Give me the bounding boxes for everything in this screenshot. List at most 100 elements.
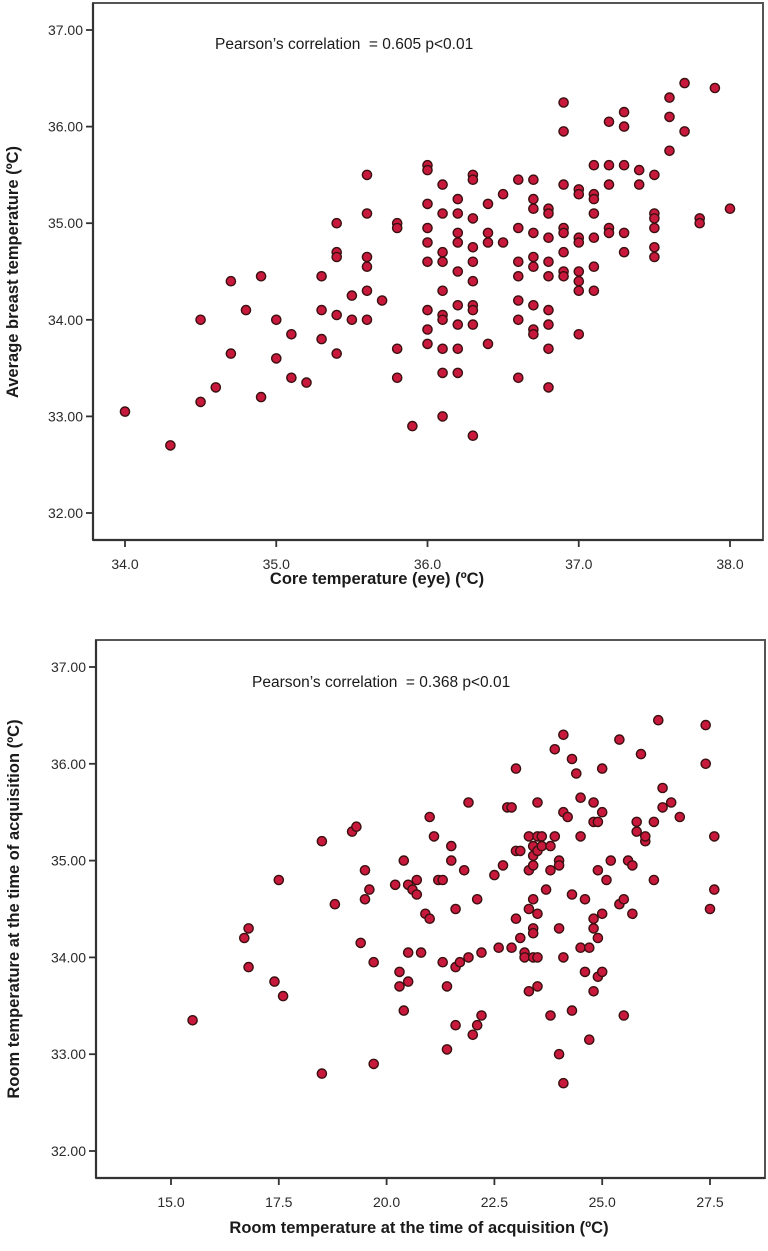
data-point [422,324,433,335]
data-point [545,1010,556,1021]
data-point [558,952,569,963]
data-point [543,343,554,355]
x-tick-label: 27.5 [696,1194,723,1210]
data-point [523,986,535,997]
data-point [364,884,375,895]
data-point [394,966,405,978]
data-point [437,314,448,326]
data-point [411,874,423,886]
data-point [631,826,643,837]
data-point [558,1077,569,1089]
data-point [588,285,600,297]
data-point [187,1015,198,1026]
data-point [528,328,539,340]
data-point [467,430,479,442]
data-point [592,932,604,944]
data-point [458,865,470,876]
x-ticks: 34.0 35.0 36.0 37.0 38.0 [111,540,744,572]
data-point [553,1048,565,1060]
data-point [482,338,494,350]
x-tick-label: 25.0 [589,1194,616,1210]
data-point [225,275,237,287]
data-point [452,237,464,248]
data-point [515,932,526,944]
data-point [361,169,373,181]
data-point [545,865,556,876]
data-point [635,748,647,760]
data-point [528,227,539,239]
data-point [402,976,414,987]
data-point [592,865,604,876]
data-point [633,164,645,176]
data-point [562,811,574,823]
data-point [527,894,539,905]
data-point [316,835,328,847]
data-point [361,285,373,297]
correlation-annotation: Pearson’s correlation = 0.605 p<0.01 [215,36,473,53]
data-point [543,304,554,316]
data-point [573,188,585,200]
data-point [571,768,582,779]
data-point [558,97,569,108]
data-point [424,811,436,823]
data-point [454,956,466,968]
data-point [277,990,289,1002]
data-point [331,251,343,263]
data-point [665,797,677,808]
data-point [513,174,524,185]
y-axis-title: Average breast temperature (ºC) [4,146,22,398]
data-point [694,217,706,229]
x-axis-title: Room temperature at the time of acquisit… [229,1219,608,1237]
data-point [545,840,556,852]
data-point [391,343,403,355]
data-point [398,855,410,866]
data-point [316,1068,328,1079]
data-point [523,831,535,842]
data-point [255,391,267,403]
data-point [243,961,254,973]
data-point [331,309,343,321]
data-point [588,159,600,171]
data-point [558,179,569,190]
x-tick-label: 37.0 [565,556,592,572]
data-point [391,372,403,384]
data-point [273,874,285,886]
data-point [255,270,267,282]
data-point [532,981,543,992]
data-point [422,338,433,350]
data-point [463,797,474,808]
data-point [510,763,522,774]
data-point [527,860,539,871]
data-point [437,367,448,379]
data-point [553,860,565,871]
data-point [649,222,660,234]
data-point [543,256,554,268]
data-point [437,208,448,219]
x-tick-label: 22.5 [481,1194,508,1210]
data-point [119,406,131,417]
data-point [467,1029,479,1041]
data-point [482,198,494,210]
y-tick-label: 35.00 [48,215,83,231]
data-point [316,270,327,282]
data-point [361,208,373,219]
data-point [575,792,586,804]
y-ticks: 37.00 36.00 35.00 34.00 33.00 32.00 [48,22,93,521]
data-point [359,894,371,905]
data-point [422,164,433,176]
data-point [452,208,464,219]
data-point [225,348,237,359]
data-point [301,377,312,388]
data-point [513,372,524,384]
data-point [532,797,543,808]
y-tick-label: 37.00 [51,659,86,675]
data-point [579,966,591,978]
x-ticks: 15.0 17.5 20.0 22.5 25.0 27.5 [157,1178,724,1210]
data-point [674,811,686,823]
data-point [618,894,630,905]
data-point [450,1019,461,1031]
data-point [407,420,418,432]
data-point [605,855,617,866]
data-point [523,903,535,915]
